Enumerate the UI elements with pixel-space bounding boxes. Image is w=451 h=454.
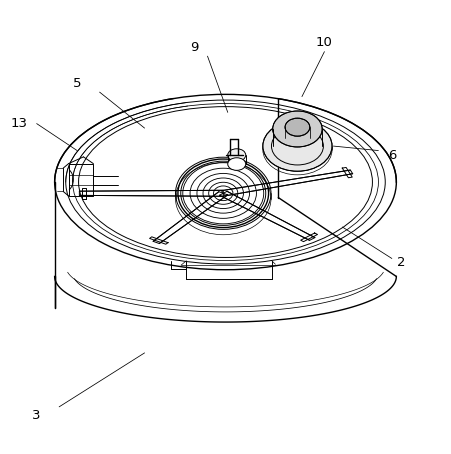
- Ellipse shape: [273, 111, 322, 147]
- Text: 6: 6: [388, 148, 396, 162]
- Ellipse shape: [285, 118, 310, 136]
- Text: 10: 10: [316, 36, 333, 49]
- Ellipse shape: [228, 149, 246, 161]
- Ellipse shape: [228, 158, 246, 170]
- Text: 3: 3: [32, 410, 41, 422]
- Text: 13: 13: [10, 117, 27, 130]
- Text: 2: 2: [396, 257, 405, 270]
- Text: 9: 9: [190, 41, 198, 54]
- Text: 5: 5: [73, 77, 81, 89]
- Ellipse shape: [263, 121, 332, 171]
